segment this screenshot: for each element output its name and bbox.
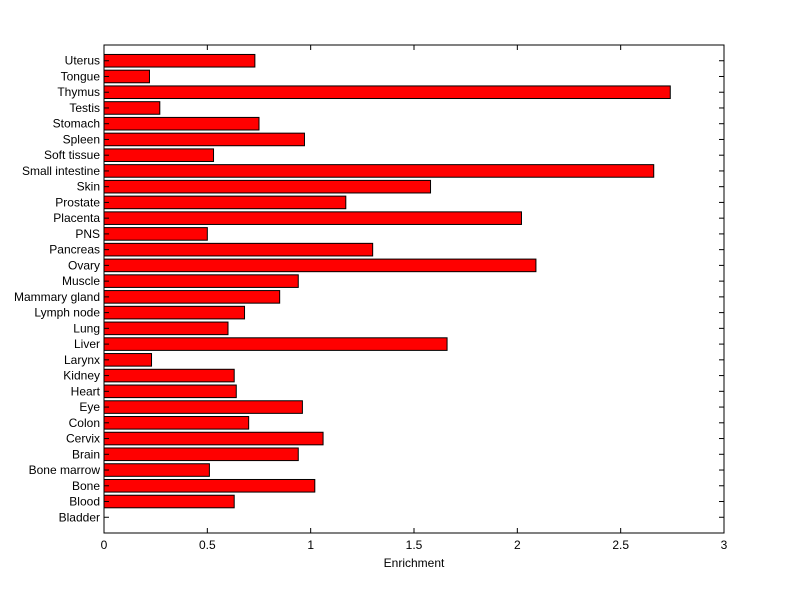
y-tick-label: Placenta	[53, 211, 100, 225]
bar-pns	[103, 227, 208, 241]
bar-mammary-gland	[103, 290, 281, 304]
bar-brain	[103, 447, 299, 462]
y-tick-label: PNS	[75, 227, 100, 241]
y-tick-label: Uterus	[65, 54, 100, 68]
y-tick-label: Heart	[71, 384, 101, 398]
bar-cervix	[103, 431, 324, 446]
y-tick-label: Blood	[69, 495, 100, 509]
bar-lung	[103, 321, 229, 336]
bar-bone	[103, 478, 316, 493]
y-tick-label: Mammary gland	[14, 290, 100, 304]
bar-placenta	[103, 211, 522, 225]
bar-kidney	[103, 368, 235, 383]
y-tick-label: Tongue	[61, 69, 101, 83]
bar-prostate	[103, 195, 347, 210]
y-tick-label: Skin	[77, 180, 100, 194]
y-tick-label: Bone marrow	[29, 463, 101, 477]
y-tick-label: Stomach	[53, 117, 100, 131]
y-tick-label: Lung	[73, 321, 100, 335]
y-tick-label: Ovary	[68, 258, 100, 272]
y-tick-label: Larynx	[64, 353, 100, 367]
y-tick-label: Lymph node	[34, 306, 100, 320]
y-tick-label: Pancreas	[49, 243, 100, 257]
y-tick-label: Small intestine	[22, 164, 100, 178]
ticks-group	[103, 45, 725, 533]
x-tick-label: 3	[721, 538, 728, 552]
y-tick-label: Bladder	[59, 510, 100, 524]
y-tick-label: Cervix	[66, 432, 100, 446]
bar-bone-marrow	[103, 463, 210, 477]
y-tick-label: Soft tissue	[44, 148, 100, 162]
x-tick-label: 1	[307, 538, 314, 552]
bars-group	[103, 53, 671, 509]
y-tick-label: Colon	[69, 416, 100, 430]
y-tick-label: Prostate	[55, 195, 100, 209]
x-tick-label: 1.5	[406, 538, 423, 552]
y-tick-label: Eye	[79, 400, 100, 414]
x-tick-label: 0.5	[199, 538, 216, 552]
y-tick-label: Thymus	[57, 85, 100, 99]
bar-spleen	[103, 132, 305, 147]
bar-ovary	[103, 258, 537, 273]
bar-stomach	[103, 116, 260, 131]
bar-liver	[103, 337, 448, 351]
bar-larynx	[103, 353, 153, 367]
bar-small-intestine	[103, 164, 655, 178]
bar-tongue	[103, 69, 150, 84]
bar-blood	[103, 494, 235, 509]
y-tick-label: Spleen	[63, 132, 100, 146]
x-tick-label: 2.5	[612, 538, 629, 552]
y-tick-label: Kidney	[63, 369, 100, 383]
y-tick-label: Liver	[74, 337, 100, 351]
bar-pancreas	[103, 242, 374, 257]
x-tick-label: 2	[514, 538, 521, 552]
bar-eye	[103, 400, 303, 414]
x-axis-label: Enrichment	[384, 556, 445, 570]
y-tick-label: Brain	[72, 447, 100, 461]
y-tick-label: Bone	[72, 479, 100, 493]
bar-lymph-node	[103, 305, 246, 320]
x-tick-label: 0	[101, 538, 108, 552]
y-tick-label: Muscle	[62, 274, 100, 288]
bar-thymus	[103, 85, 671, 100]
bar-heart	[103, 384, 237, 399]
y-tick-label: Testis	[69, 101, 100, 115]
bar-testis	[103, 101, 161, 115]
bar-uterus	[103, 53, 256, 68]
bar-skin	[103, 179, 432, 194]
bar-soft-tissue	[103, 148, 215, 162]
bar-muscle	[103, 274, 299, 288]
bar-colon	[103, 416, 250, 430]
